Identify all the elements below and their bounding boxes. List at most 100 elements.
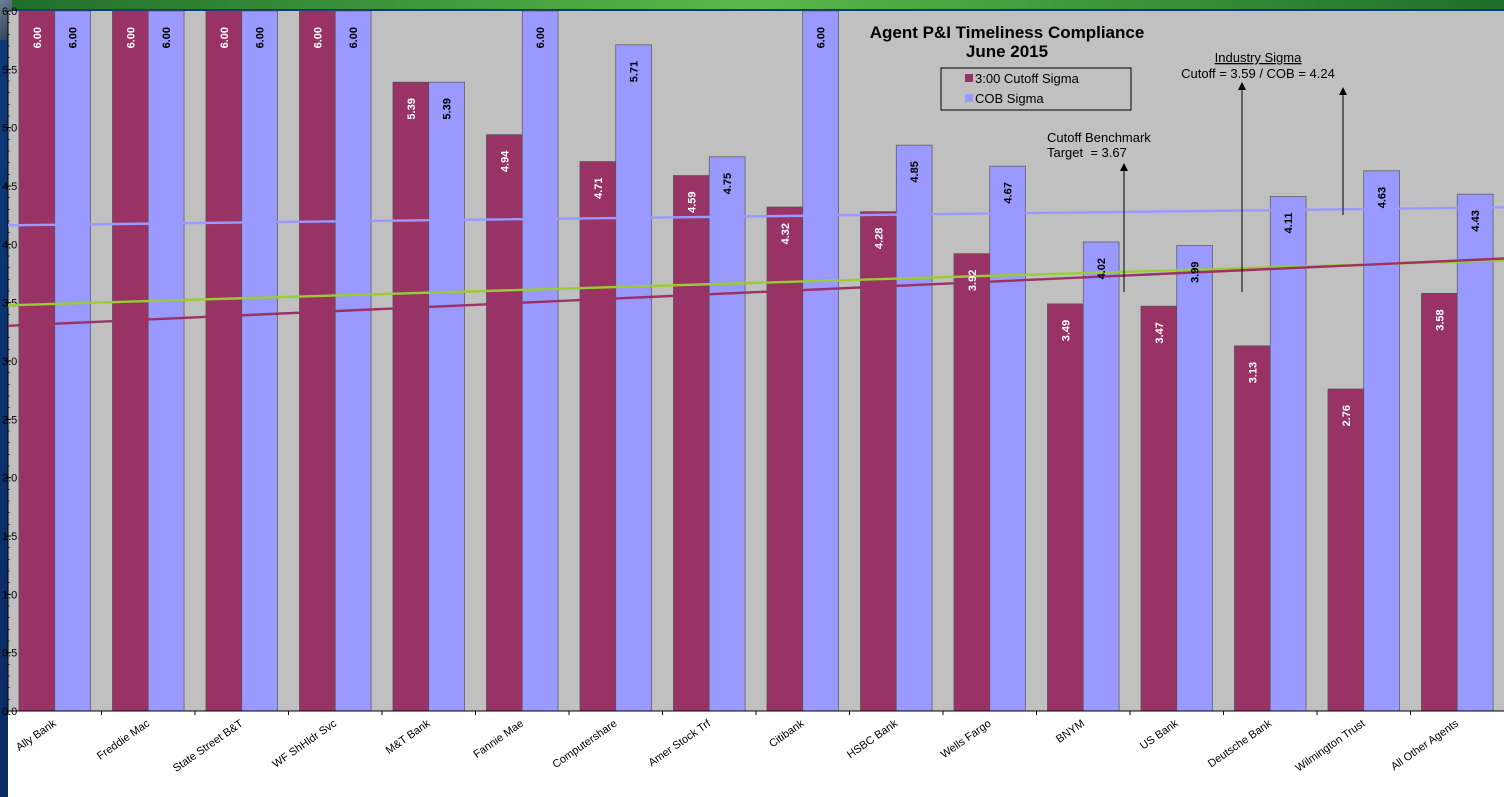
legend-swatch-cob bbox=[965, 94, 973, 102]
y-tick-label-3: 1.5 bbox=[2, 531, 17, 543]
bar-cob-15 bbox=[1456, 193, 1494, 712]
bar-label-cutoff-9: 4.28 bbox=[873, 228, 885, 249]
bar-label-cob-11: 4.02 bbox=[1096, 258, 1108, 279]
bar-label-cob-15: 4.43 bbox=[1470, 210, 1482, 231]
chart-title-group: Agent P&I Timeliness Compliance June 201… bbox=[870, 23, 1145, 61]
reference-lines bbox=[7, 206, 1504, 328]
bar-value-labels: 6.00 6.00 6.00 6.00 6.00 6.00 6.00 6.00 5.39 5.39… bbox=[32, 27, 1482, 426]
industry-cutoff-arrowhead bbox=[1238, 82, 1246, 90]
bar-cutoff-6 bbox=[579, 161, 617, 712]
cutoff-benchmark-line2: Target = 3.67 bbox=[1047, 145, 1127, 160]
bar-cob-9 bbox=[895, 144, 933, 712]
bar-label-cutoff-4: 5.39 bbox=[406, 98, 418, 119]
bar-series bbox=[18, 10, 1494, 712]
bar-label-cob-14: 4.63 bbox=[1377, 187, 1389, 208]
bar-cob-10 bbox=[989, 165, 1026, 712]
bar-label-cutoff-5: 4.94 bbox=[499, 150, 511, 172]
y-tick-label-12: 6.0 bbox=[2, 6, 17, 18]
bar-label-cutoff-1: 6.00 bbox=[125, 27, 137, 48]
y-axis: 0.0 0.5 1.0 1.5 2.0 2.5 3.0 3.5 4.0 4.5 5.0 5.5 6.0 bbox=[2, 6, 17, 718]
bar-label-cutoff-13: 3.13 bbox=[1247, 362, 1259, 383]
bar-cutoff-1 bbox=[112, 10, 149, 712]
bar-label-cutoff-3: 6.00 bbox=[312, 27, 324, 48]
bar-cutoff-13 bbox=[1234, 345, 1271, 712]
bar-label-cob-6: 5.71 bbox=[629, 61, 641, 82]
bar-label-cob-10: 4.67 bbox=[1003, 182, 1015, 203]
bar-cutoff-5 bbox=[486, 134, 523, 712]
bar-label-cob-3: 6.00 bbox=[348, 27, 360, 48]
bar-label-cob-4: 5.39 bbox=[442, 98, 454, 119]
chart-title: Agent P&I Timeliness Compliance bbox=[870, 23, 1145, 42]
plot-area-lower bbox=[8, 711, 1504, 797]
reference-line-0 bbox=[7, 206, 1504, 227]
bar-cob-2 bbox=[241, 10, 278, 712]
cutoff-benchmark-line1: Cutoff Benchmark bbox=[1047, 130, 1151, 145]
y-tick-label-1: 0.5 bbox=[2, 648, 17, 660]
bar-cob-8 bbox=[802, 10, 839, 712]
bar-label-cob-1: 6.00 bbox=[161, 27, 173, 48]
y-tick-label-2: 1.0 bbox=[2, 589, 17, 601]
chart-subtitle: June 2015 bbox=[966, 42, 1048, 61]
legend-label-cutoff: 3:00 Cutoff Sigma bbox=[975, 71, 1080, 86]
bar-label-cutoff-11: 3.49 bbox=[1060, 320, 1072, 341]
bar-label-cutoff-0: 6.00 bbox=[32, 27, 44, 48]
y-tick-label-7: 3.5 bbox=[2, 298, 17, 310]
industry-sigma-title: Industry Sigma bbox=[1215, 50, 1302, 65]
bar-cutoff-11 bbox=[1047, 303, 1084, 712]
bar-cob-7 bbox=[708, 156, 746, 712]
header-bar bbox=[0, 0, 1504, 9]
bar-cutoff-7 bbox=[673, 175, 710, 712]
y-tick-label-0: 0.0 bbox=[2, 706, 17, 718]
y-tick-label-10: 5.0 bbox=[2, 123, 17, 135]
bar-cutoff-12 bbox=[1140, 305, 1178, 712]
bar-label-cob-0: 6.00 bbox=[68, 27, 80, 48]
bar-cob-1 bbox=[147, 10, 185, 712]
bar-label-cutoff-6: 4.71 bbox=[593, 178, 605, 199]
bar-cob-4 bbox=[428, 81, 465, 712]
bar-cob-5 bbox=[521, 10, 559, 712]
industry-cob-arrowhead bbox=[1339, 87, 1347, 95]
y-tick-label-6: 3.0 bbox=[2, 356, 17, 368]
y-tick-label-4: 2.0 bbox=[2, 473, 17, 485]
y-tick-label-11: 5.5 bbox=[2, 64, 17, 76]
bar-cutoff-14 bbox=[1327, 388, 1365, 712]
cutoff-benchmark-annotation: Cutoff Benchmark Target = 3.67 bbox=[1047, 130, 1151, 292]
y-tick-label-8: 4.0 bbox=[2, 239, 17, 251]
cutoff-benchmark-arrowhead bbox=[1120, 163, 1128, 171]
bar-cutoff-0 bbox=[18, 10, 56, 712]
bar-cob-14 bbox=[1363, 170, 1400, 712]
bar-cob-3 bbox=[334, 10, 372, 712]
bar-cutoff-15 bbox=[1421, 292, 1458, 712]
bar-label-cutoff-8: 4.32 bbox=[780, 223, 792, 244]
bar-label-cutoff-10: 3.92 bbox=[967, 270, 979, 291]
bar-cutoff-10 bbox=[953, 253, 991, 712]
legend: 3:00 Cutoff Sigma COB Sigma bbox=[940, 67, 1132, 111]
bar-label-cob-5: 6.00 bbox=[535, 27, 547, 48]
bar-cob-11 bbox=[1082, 241, 1120, 712]
bar-cutoff-4 bbox=[392, 81, 430, 712]
bar-label-cutoff-15: 3.58 bbox=[1434, 309, 1446, 330]
bar-label-cutoff-12: 3.47 bbox=[1154, 322, 1166, 343]
bar-cob-12 bbox=[1176, 245, 1213, 712]
bar-cob-13 bbox=[1269, 196, 1307, 712]
reference-line-2 bbox=[7, 257, 1504, 328]
bar-cob-6 bbox=[615, 44, 652, 712]
legend-swatch-cutoff bbox=[965, 74, 973, 82]
industry-sigma-values: Cutoff = 3.59 / COB = 4.24 bbox=[1181, 66, 1335, 81]
bar-label-cob-8: 6.00 bbox=[816, 27, 828, 48]
bar-cutoff-2 bbox=[205, 10, 243, 712]
bar-label-cob-9: 4.85 bbox=[909, 161, 921, 182]
bar-cutoff-3 bbox=[299, 10, 336, 712]
legend-label-cob: COB Sigma bbox=[975, 91, 1044, 106]
y-tick-label-9: 4.5 bbox=[2, 181, 17, 193]
bar-label-cob-13: 4.11 bbox=[1283, 213, 1295, 234]
bar-label-cob-2: 6.00 bbox=[255, 27, 267, 48]
bar-label-cob-7: 4.75 bbox=[722, 173, 734, 194]
bar-label-cob-12: 3.99 bbox=[1190, 262, 1202, 283]
bar-label-cutoff-2: 6.00 bbox=[219, 27, 231, 48]
y-tick-label-5: 2.5 bbox=[2, 414, 17, 426]
bar-label-cutoff-14: 2.76 bbox=[1341, 405, 1353, 426]
reference-line-1 bbox=[7, 259, 1504, 307]
